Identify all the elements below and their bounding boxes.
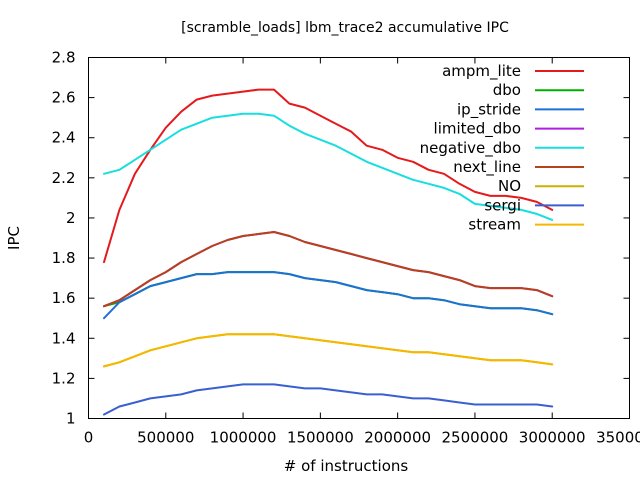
ticks-layer: 0 500000 1000000 1500000 2000000 2500000 30000…	[52, 49, 640, 447]
y-axis-label: IPC	[5, 226, 23, 250]
legend-label-ampm-lite: ampm_lite	[442, 62, 521, 81]
x-tick-label: 500000	[137, 429, 194, 447]
x-tick-label: 0	[84, 429, 94, 447]
plot-frame	[88, 57, 630, 419]
series-line-ip-stride	[103, 271, 554, 320]
y-tick-label: 1.4	[52, 329, 76, 347]
series-line-sergi	[103, 383, 554, 416]
legend-label-dbo: dbo	[493, 81, 521, 99]
series-line-no	[103, 333, 554, 368]
series-line-next-line	[103, 231, 554, 308]
x-tick-label: 3000000	[519, 429, 586, 447]
x-tick-label: 3500000	[596, 429, 640, 447]
y-tick-label: 1.8	[52, 249, 76, 267]
y-tick-label: 1.2	[52, 369, 76, 387]
series-layer	[103, 88, 554, 416]
x-tick-label: 2500000	[442, 429, 509, 447]
y-tick-label: 1.6	[52, 289, 76, 307]
legend-label-limited-dbo: limited_dbo	[434, 120, 521, 139]
y-tick-label: 1	[66, 410, 76, 428]
series-line-negative-dbo	[103, 112, 554, 221]
chart-title: [scramble_loads] lbm_trace2 accumulative…	[181, 20, 509, 36]
x-tick-label: 2000000	[364, 429, 431, 447]
legend: ampm_litedboip_stridelimited_dbonegative…	[420, 62, 584, 234]
legend-label-no: NO	[498, 177, 521, 195]
y-tick-label: 2.2	[52, 169, 76, 187]
y-tick-label: 2.8	[52, 49, 76, 67]
x-tick-label: 1500000	[287, 429, 354, 447]
y-tick-label: 2.6	[52, 89, 76, 107]
legend-label-stream: stream	[468, 216, 521, 234]
legend-label-next-line: next_line	[453, 158, 521, 177]
legend-label-negative-dbo: negative_dbo	[420, 139, 521, 158]
y-tick-label: 2.4	[52, 129, 76, 147]
y-tick-label: 2	[66, 209, 76, 227]
legend-label-sergi: sergi	[484, 196, 521, 214]
series-line-stream	[103, 333, 554, 368]
x-axis-label: # of instructions	[284, 457, 409, 475]
series-line-ampm-lite	[103, 88, 554, 264]
legend-label-ip-stride: ip_stride	[457, 100, 521, 119]
x-tick-label: 1000000	[210, 429, 277, 447]
